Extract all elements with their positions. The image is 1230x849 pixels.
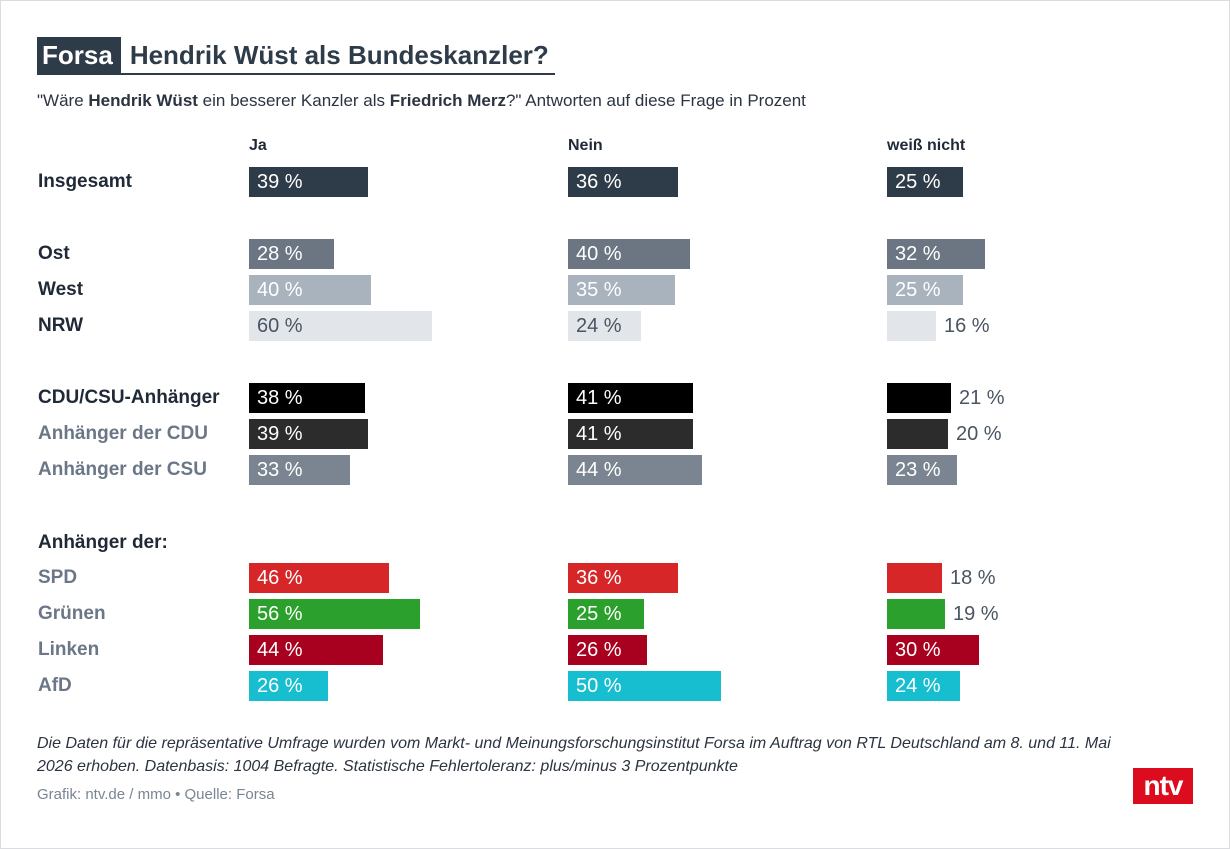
subtitle-part: ?" Antworten auf diese Frage in Prozent (505, 91, 806, 110)
bar-nein (568, 455, 702, 485)
row-label: Anhänger der CDU (38, 423, 208, 444)
bar-weiss-nicht (887, 239, 985, 269)
bar-value-label: 24 % (895, 675, 941, 697)
bar-ja (249, 167, 368, 197)
subtitle-part: "Wäre (37, 91, 89, 110)
bar-value-label: 39 % (257, 423, 303, 445)
row-label: Grünen (38, 603, 106, 624)
bar-value-label: 24 % (576, 315, 622, 337)
bar-weiss-nicht (887, 671, 960, 701)
subtitle-part: ein besserer Kanzler als (197, 91, 390, 110)
bar-value-label: 26 % (576, 639, 622, 661)
bar-weiss-nicht (887, 275, 963, 305)
bar-value-label: 33 % (257, 459, 303, 481)
bar-value-label: 40 % (257, 279, 303, 301)
subtitle-name: Friedrich Merz (389, 91, 506, 110)
bar-nein (568, 167, 678, 197)
chart-title: Forsa Hendrik Wüst als Bundeskanzler? (37, 37, 555, 75)
column-header-ja: Ja (249, 137, 267, 154)
bar-value-label: 35 % (576, 279, 622, 301)
bar-nein (568, 419, 693, 449)
bar-value-label: 23 % (895, 459, 941, 481)
chart-subtitle: "Wäre Hendrik Wüst ein besserer Kanzler … (37, 91, 806, 111)
row-label: Insgesamt (38, 171, 132, 192)
bar-value-label: 21 % (959, 387, 1005, 409)
bar-value-label: 36 % (576, 567, 622, 589)
bar-value-label: 20 % (956, 423, 1002, 445)
row-label: SPD (38, 567, 78, 588)
bar-value-label: 32 % (895, 243, 941, 265)
bar-value-label: 41 % (576, 423, 622, 445)
bar-value-label: 39 % (257, 171, 303, 193)
row-label: West (38, 279, 84, 300)
bar-nein (568, 635, 647, 665)
title-text: Hendrik Wüst als Bundeskanzler? (129, 40, 549, 70)
bar-value-label: 19 % (953, 603, 999, 625)
bar-ja (249, 383, 365, 413)
column-header-weiss-nicht: weiß nicht (887, 137, 966, 154)
bar-value-label: 28 % (257, 243, 303, 265)
bar-value-label: 60 % (257, 315, 303, 337)
bar-nein (568, 599, 644, 629)
bar-ja (249, 239, 334, 269)
bar-weiss-nicht (887, 455, 957, 485)
row-label: CDU/CSU-Anhänger (38, 387, 220, 408)
bar-value-label: 44 % (576, 459, 622, 481)
bar-weiss-nicht (887, 311, 936, 341)
bar-weiss-nicht (887, 383, 951, 413)
subtitle-name: Hendrik Wüst (88, 91, 198, 110)
bar-value-label: 26 % (257, 675, 303, 697)
bar-weiss-nicht (887, 419, 948, 449)
column-header-nein: Nein (568, 137, 603, 154)
bar-ja (249, 311, 432, 341)
credit-line: Grafik: ntv.de / mmo • Quelle: Forsa (37, 786, 275, 803)
bar-value-label: 40 % (576, 243, 622, 265)
row-label: Ost (38, 243, 70, 264)
bar-weiss-nicht (887, 563, 942, 593)
row-label: NRW (38, 315, 84, 336)
bar-nein (568, 383, 693, 413)
bar-value-label: 44 % (257, 639, 303, 661)
bar-ja (249, 419, 368, 449)
bar-value-label: 56 % (257, 603, 303, 625)
bar-weiss-nicht (887, 167, 963, 197)
bar-value-label: 38 % (257, 387, 303, 409)
bar-value-label: 25 % (895, 279, 941, 301)
bar-ja (249, 455, 350, 485)
row-label: Linken (38, 639, 100, 660)
bar-weiss-nicht (887, 635, 979, 665)
bar-ja (249, 671, 328, 701)
bar-value-label: 50 % (576, 675, 622, 697)
bar-nein (568, 239, 690, 269)
row-label: AfD (38, 675, 72, 696)
bar-ja (249, 275, 371, 305)
bar-value-label: 41 % (576, 387, 622, 409)
bar-value-label: 25 % (895, 171, 941, 193)
bar-value-label: 30 % (895, 639, 941, 661)
bar-value-label: 18 % (950, 567, 996, 589)
footnote: Die Daten für die repräsentative Umfrage… (37, 735, 1111, 775)
bar-weiss-nicht (887, 599, 945, 629)
bar-nein (568, 311, 641, 341)
bar-ja (249, 635, 383, 665)
bar-value-label: 16 % (944, 315, 990, 337)
bar-nein (568, 563, 678, 593)
section-label: Anhänger der: (38, 532, 168, 553)
bar-ja (249, 599, 420, 629)
source-badge: Forsa (37, 37, 121, 73)
bar-nein (568, 671, 721, 701)
ntv-logo: ntv (1133, 768, 1193, 804)
bar-ja (249, 563, 389, 593)
bar-value-label: 25 % (576, 603, 622, 625)
bar-value-label: 46 % (257, 567, 303, 589)
bar-value-label: 36 % (576, 171, 622, 193)
bar-nein (568, 275, 675, 305)
row-label: Anhänger der CSU (38, 459, 207, 480)
